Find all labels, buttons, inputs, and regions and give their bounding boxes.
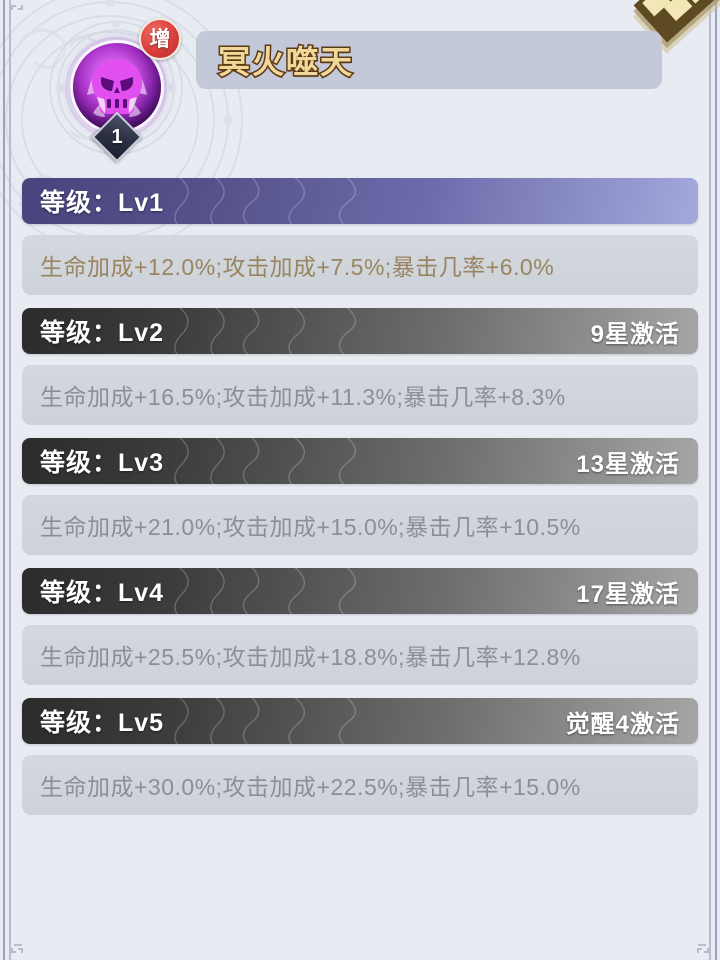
skill-title: 冥火噬天: [216, 43, 355, 82]
level-label: 等级：Lv2: [40, 319, 165, 347]
level-header-lv2[interactable]: 等级：Lv2 9星激活: [22, 308, 698, 354]
level-requirement: 13星激活: [576, 450, 680, 478]
skill-level-row: 等级：Lv2 9星激活 生命加成+16.5%;攻击加成+11.3%;暴击几率+8…: [22, 308, 698, 425]
level-description: 生命加成+16.5%;攻击加成+11.3%;暴击几率+8.3%: [40, 384, 566, 410]
enhance-badge-label: 增: [149, 27, 171, 51]
level-requirement: 17星激活: [576, 580, 680, 608]
level-description: 生命加成+21.0%;攻击加成+15.0%;暴击几率+10.5%: [40, 514, 581, 540]
level-label: 等级：Lv3: [40, 449, 165, 477]
skill-level-diamond: 1: [91, 111, 143, 163]
skill-level-row: 等级：Lv1 生命加成+12.0%;攻击加成+7.5%;暴击几率+6.0%: [22, 178, 698, 295]
skill-level-row: 等级：Lv3 13星激活 生命加成+21.0%;攻击加成+15.0%;暴击几率+…: [22, 438, 698, 555]
level-description-panel-lv2: 生命加成+16.5%;攻击加成+11.3%;暴击几率+8.3%: [22, 365, 698, 425]
level-label: 等级：Lv5: [40, 709, 165, 737]
level-label: 等级：Lv1: [40, 189, 165, 217]
skill-title-bar: 冥火噬天: [196, 31, 662, 89]
level-requirement: 9星激活: [590, 320, 680, 348]
level-header-lv1[interactable]: 等级：Lv1: [22, 178, 698, 224]
level-header-lv3[interactable]: 等级：Lv3 13星激活: [22, 438, 698, 484]
level-description: 生命加成+25.5%;攻击加成+18.8%;暴击几率+12.8%: [40, 644, 581, 670]
enhance-badge: 增: [139, 18, 181, 60]
level-description-panel-lv5: 生命加成+30.0%;攻击加成+22.5%;暴击几率+15.0%: [22, 755, 698, 815]
purple-skull-orb-icon[interactable]: [73, 43, 161, 131]
corner-ornament-bottom-left: [11, 944, 23, 953]
level-header-lv5[interactable]: 等级：Lv5 觉醒4激活: [22, 698, 698, 744]
skill-level-row: 等级：Lv4 17星激活 生命加成+25.5%;攻击加成+18.8%;暴击几率+…: [22, 568, 698, 685]
skill-level-row: 等级：Lv5 觉醒4激活 生命加成+30.0%;攻击加成+22.5%;暴击几率+…: [22, 698, 698, 815]
level-label: 等级：Lv4: [40, 579, 165, 607]
level-description: 生命加成+30.0%;攻击加成+22.5%;暴击几率+15.0%: [40, 774, 581, 800]
level-header-lv4[interactable]: 等级：Lv4 17星激活: [22, 568, 698, 614]
skill-level-list: 等级：Lv1 生命加成+12.0%;攻击加成+7.5%;暴击几率+6.0%: [22, 178, 698, 828]
skill-header: 增 1 冥火噬天: [0, 0, 720, 172]
level-description: 生命加成+12.0%;攻击加成+7.5%;暴击几率+6.0%: [40, 254, 555, 280]
level-description-panel-lv3: 生命加成+21.0%;攻击加成+15.0%;暴击几率+10.5%: [22, 495, 698, 555]
corner-ornament-bottom-right: [697, 944, 709, 953]
level-requirement: 觉醒4激活: [565, 710, 680, 738]
level-description-panel-lv4: 生命加成+25.5%;攻击加成+18.8%;暴击几率+12.8%: [22, 625, 698, 685]
skill-level-value: 1: [111, 126, 123, 148]
skill-icon-group[interactable]: 增 1: [46, 18, 186, 164]
level-description-panel-lv1: 生命加成+12.0%;攻击加成+7.5%;暴击几率+6.0%: [22, 235, 698, 295]
